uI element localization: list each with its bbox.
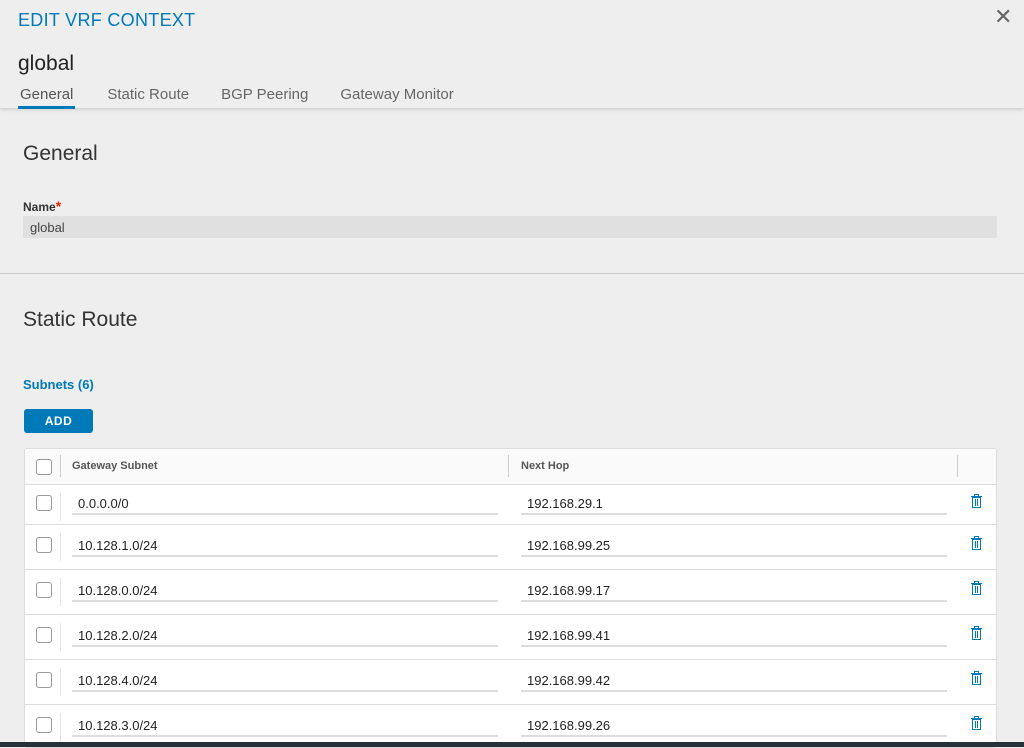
tab-bar: General Static Route BGP Peering Gateway… — [18, 86, 486, 109]
trash-icon[interactable] — [971, 671, 982, 688]
trash-icon[interactable] — [971, 716, 982, 733]
modal-header: EDIT VRF CONTEXT ✕ global General Static… — [0, 0, 1024, 109]
table-row: 10.128.1.0/24 192.168.99.25 — [25, 525, 996, 570]
context-name: global — [18, 52, 75, 75]
cell-separator — [60, 578, 61, 606]
modal-title: EDIT VRF CONTEXT — [18, 10, 196, 30]
add-button[interactable]: ADD — [24, 409, 93, 433]
table-row: 10.128.0.0/24 192.168.99.17 — [25, 570, 996, 615]
table-header: Gateway Subnet Next Hop — [25, 449, 996, 485]
static-route-heading: Static Route — [23, 308, 138, 331]
general-heading: General — [23, 142, 98, 165]
name-label: Name* — [23, 198, 61, 214]
gateway-subnet-input[interactable]: 10.128.0.0/24 — [72, 580, 498, 602]
close-icon[interactable]: ✕ — [994, 4, 1013, 29]
row-checkbox[interactable] — [36, 582, 52, 598]
name-label-text: Name — [23, 200, 56, 214]
subnets-table: Gateway Subnet Next Hop 0.0.0.0/0 192.16… — [24, 448, 997, 748]
section-divider — [0, 273, 1024, 274]
table-row: 10.128.2.0/24 192.168.99.41 — [25, 615, 996, 660]
next-hop-input[interactable]: 192.168.29.1 — [521, 493, 947, 515]
next-hop-input[interactable]: 192.168.99.17 — [521, 580, 947, 602]
tab-general[interactable]: General — [18, 86, 76, 109]
select-all-checkbox[interactable] — [36, 459, 52, 475]
row-checkbox[interactable] — [36, 537, 52, 553]
trash-icon[interactable] — [971, 494, 982, 511]
next-hop-input[interactable]: 192.168.99.42 — [521, 670, 947, 692]
next-hop-input[interactable]: 192.168.99.41 — [521, 625, 947, 647]
column-separator — [60, 455, 61, 477]
row-checkbox[interactable] — [36, 627, 52, 643]
column-separator — [957, 455, 958, 477]
cell-separator — [60, 493, 61, 521]
column-separator — [508, 455, 509, 477]
table-row: 0.0.0.0/0 192.168.29.1 — [25, 485, 996, 525]
name-field: global — [23, 216, 997, 238]
next-hop-input[interactable]: 192.168.99.25 — [521, 535, 947, 557]
table-row: 10.128.4.0/24 192.168.99.42 — [25, 660, 996, 705]
column-next-hop[interactable]: Next Hop — [521, 460, 570, 472]
next-hop-input[interactable]: 192.168.99.26 — [521, 715, 947, 737]
gateway-subnet-input[interactable]: 10.128.1.0/24 — [72, 535, 498, 557]
table-row: 10.128.3.0/24 192.168.99.26 — [25, 705, 996, 747]
row-checkbox[interactable] — [36, 495, 52, 511]
bottom-bar — [0, 742, 1024, 747]
column-gateway-subnet[interactable]: Gateway Subnet — [72, 460, 158, 472]
cell-separator — [60, 533, 61, 561]
gateway-subnet-input[interactable]: 10.128.4.0/24 — [72, 670, 498, 692]
gateway-subnet-input[interactable]: 10.128.2.0/24 — [72, 625, 498, 647]
trash-icon[interactable] — [971, 626, 982, 643]
cell-separator — [60, 623, 61, 651]
row-checkbox[interactable] — [36, 672, 52, 688]
trash-icon[interactable] — [971, 581, 982, 598]
row-checkbox[interactable] — [36, 717, 52, 733]
required-mark: * — [55, 198, 62, 214]
tab-bgp-peering[interactable]: BGP Peering — [221, 86, 309, 103]
cell-separator — [60, 713, 61, 741]
cell-separator — [60, 668, 61, 696]
subnets-label[interactable]: Subnets (6) — [23, 377, 94, 392]
gateway-subnet-input[interactable]: 10.128.3.0/24 — [72, 715, 498, 737]
trash-icon[interactable] — [971, 536, 982, 553]
gateway-subnet-input[interactable]: 0.0.0.0/0 — [72, 493, 498, 515]
tab-gateway-monitor[interactable]: Gateway Monitor — [340, 86, 454, 103]
tab-static-route[interactable]: Static Route — [107, 86, 190, 103]
